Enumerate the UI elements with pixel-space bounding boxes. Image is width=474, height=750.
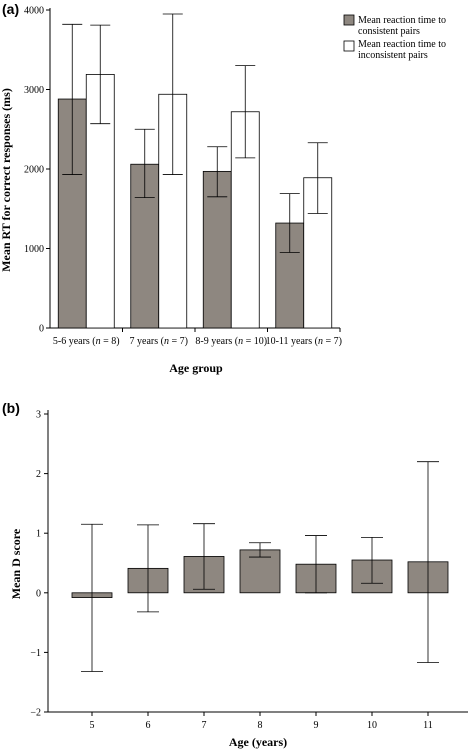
x-tick-label: 7: [202, 720, 207, 731]
panel-a-x-axis-title: Age group: [169, 361, 223, 375]
panel-b: (b) Mean D score Age (years) −2 −1 0 1 2 3 5 6 7…: [2, 400, 468, 749]
panel-b-plot-area: −2 −1 0 1 2 3 5 6 7 8 9 10 11: [30, 410, 468, 731]
y-tick-label: 1000: [24, 244, 44, 255]
panel-a-plot-area: 0 1000 2000 3000 4000 5-6 years (n = 8) 7 year…: [24, 6, 342, 348]
x-tick-label: 6: [146, 720, 151, 731]
x-tick-label: 9: [314, 720, 319, 731]
legend-label-inconsistent-line2: inconsistent pairs: [358, 50, 428, 61]
legend-label-inconsistent-line1: Mean reaction time to: [358, 39, 446, 50]
panel-a-y-axis-title: Mean RT for correct responses (ms): [0, 88, 13, 272]
bar-consistent: [202, 170, 232, 329]
x-tick-label: 10-11 years (n = 7): [266, 336, 342, 347]
y-tick-label: 2: [36, 469, 41, 480]
panel-b-y-axis-title: Mean D score: [9, 528, 23, 599]
panel-a-legend: Mean reaction time to consistent pairs M…: [343, 14, 446, 61]
panel-a: (a) Mean RT for correct responses (ms) A…: [0, 1, 446, 375]
y-tick-label: 4000: [24, 6, 44, 17]
x-tick-label: 8: [258, 720, 263, 731]
legend-swatch-inconsistent: [343, 40, 355, 52]
x-tick-label: 10: [367, 720, 377, 731]
y-tick-label: 0: [36, 588, 41, 599]
panel-a-label: (a): [2, 1, 19, 17]
x-tick-label: 5-6 years (n = 8): [53, 336, 120, 347]
y-tick-label: 1: [36, 529, 41, 540]
legend-label-consistent-line2: consistent pairs: [358, 26, 420, 37]
y-tick-label: −1: [30, 648, 41, 659]
x-tick-label: 8-9 years (n = 10): [195, 336, 267, 347]
legend-swatch-consistent: [343, 14, 355, 26]
y-tick-label: 3: [36, 410, 41, 421]
y-tick-label: 0: [39, 324, 44, 335]
x-tick-label: 11: [423, 720, 433, 731]
x-tick-label: 5: [90, 720, 95, 731]
panel-b-x-axis-title: Age (years): [229, 735, 287, 749]
legend-label-consistent-line1: Mean reaction time to: [358, 15, 446, 26]
panel-b-label: (b): [2, 400, 20, 416]
y-tick-label: 2000: [24, 165, 44, 176]
y-tick-label: −2: [30, 708, 41, 719]
x-tick-label: 7 years (n = 7): [130, 336, 188, 347]
y-tick-label: 3000: [24, 85, 44, 96]
